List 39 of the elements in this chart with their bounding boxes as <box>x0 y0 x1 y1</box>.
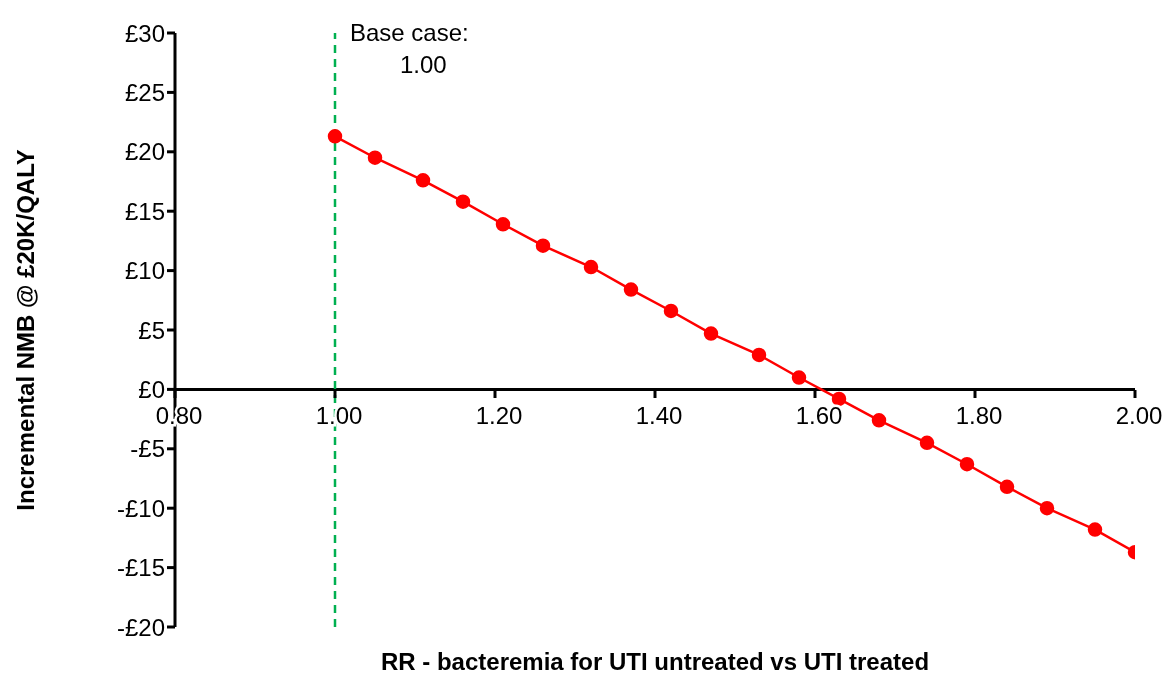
point <box>703 326 719 341</box>
point <box>959 456 975 472</box>
point <box>583 259 599 275</box>
point <box>327 129 343 144</box>
point <box>455 194 471 209</box>
y-tick-label: £30 <box>124 19 165 47</box>
point <box>919 435 935 451</box>
y-tick-label: £25 <box>124 78 165 106</box>
x-tick-label: 1.40 <box>635 402 683 429</box>
point <box>415 173 431 188</box>
point <box>623 282 639 297</box>
point <box>535 238 551 253</box>
y-tick-label: -£15 <box>116 554 165 582</box>
point <box>999 479 1015 495</box>
x-tick-label: 1.20 <box>475 402 523 429</box>
point <box>791 370 807 385</box>
point <box>367 150 383 165</box>
x-tick-label: 2.00 <box>1115 402 1163 429</box>
y-tick-label: £10 <box>124 257 165 285</box>
y-tick-label: £20 <box>124 138 165 166</box>
y-tick-label: £15 <box>124 197 165 225</box>
point <box>1039 500 1055 516</box>
point <box>1087 522 1103 537</box>
ref-line-label: Base case: 1.00 <box>350 19 469 78</box>
y-tick-label: -£5 <box>130 435 165 463</box>
x-axis-title: RR - bacteremia for UTI untreated vs UTI treated <box>379 648 931 676</box>
y-tick-label: £0 <box>138 375 165 403</box>
point <box>663 303 679 319</box>
point <box>871 413 887 428</box>
x-tick-label: 1.80 <box>955 402 1003 429</box>
point <box>831 391 847 407</box>
y-tick-label: £5 <box>138 316 165 344</box>
point <box>495 217 511 232</box>
y-tick-label: -£20 <box>116 613 165 641</box>
y-axis-title: Incremental NMB @ £20K/QALY <box>11 149 39 511</box>
x-tick-label: 1.00 <box>315 402 363 429</box>
x-tick-label: 1.60 <box>795 402 843 429</box>
point <box>751 347 767 363</box>
y-tick-label: -£10 <box>116 494 165 522</box>
